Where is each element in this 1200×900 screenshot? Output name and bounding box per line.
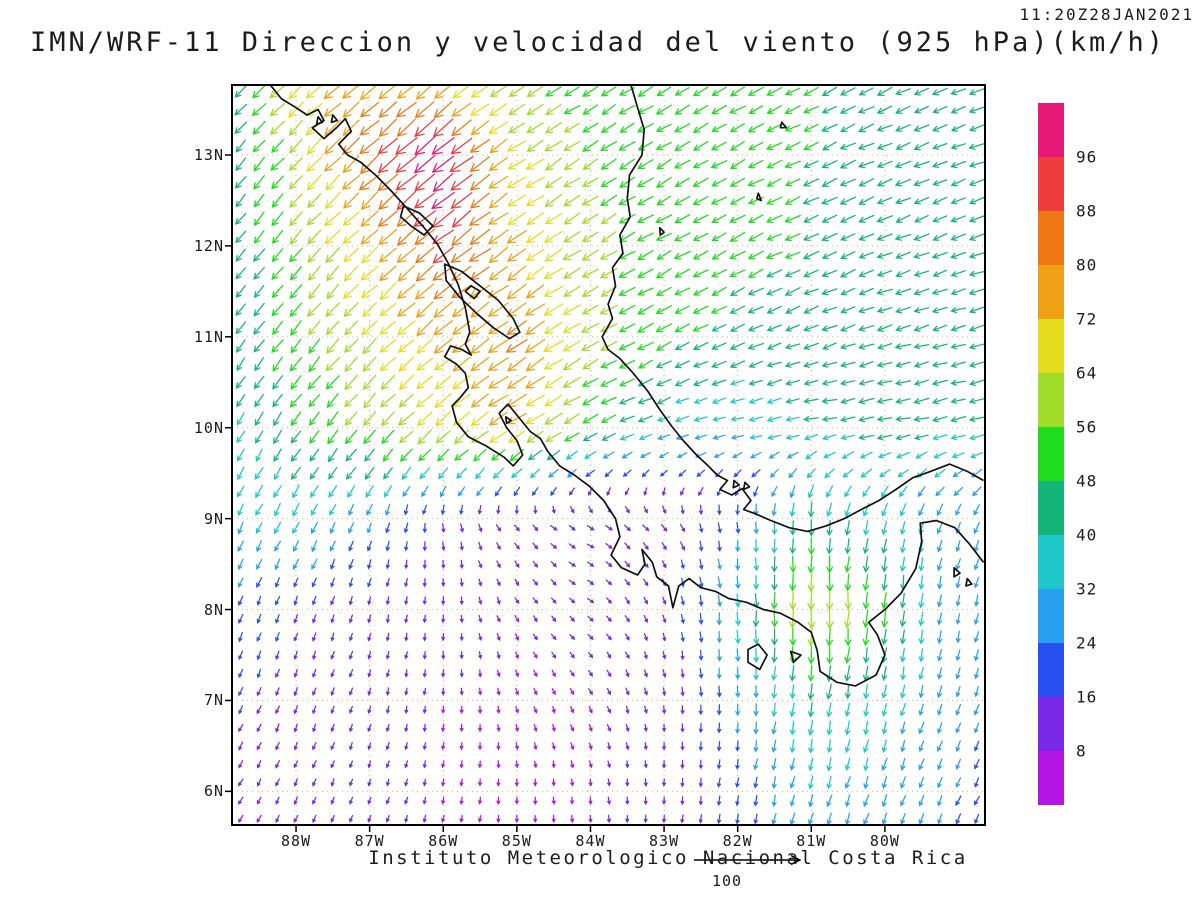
x-tick-label: 87W: [354, 832, 385, 850]
map-frame: [231, 84, 986, 826]
colorbar-segment: [1038, 643, 1064, 697]
reference-vector-label: 100: [711, 872, 743, 890]
x-tick-label: 83W: [649, 832, 680, 850]
wind-arrow-set: [251, 85, 889, 682]
colorbar-segment: [1038, 427, 1064, 481]
wind-arrow-set: [237, 487, 704, 824]
colorbar-tick-label: 56: [1076, 417, 1098, 437]
colorbar-segment: [1038, 157, 1064, 211]
coastline: [269, 85, 985, 687]
colorbar-segment: [1038, 535, 1064, 589]
y-tick-label: 13N: [193, 146, 224, 164]
y-tick-label: 10N: [193, 418, 224, 437]
colorbar-tick-label: 88: [1076, 201, 1098, 221]
colorbar-tick-label: 24: [1076, 633, 1098, 653]
wind-arrow-set: [323, 85, 546, 426]
colorbar: 96 88 80 72 64 56 48 40 32 24 16 8: [1038, 103, 1148, 805]
colorbar-tick-label: 40: [1076, 525, 1098, 545]
colorbar-tick-label: 16: [1076, 687, 1098, 707]
colorbar-segment: [1038, 265, 1064, 319]
y-tick-label: 8N: [203, 600, 224, 619]
wind-arrow-set: [342, 100, 528, 353]
x-tick-label: 80W: [869, 832, 900, 850]
y-tick-label: 7N: [203, 691, 224, 710]
chart-timestamp: 11:20Z28JAN2021: [1019, 5, 1194, 24]
axis-ticks: [225, 154, 886, 832]
footer-caption: Instituto Meteorologico Nacional Costa R…: [368, 847, 968, 869]
colorbar-segment: [1038, 751, 1064, 805]
y-tick-label: 9N: [203, 509, 224, 528]
colorbar-segment: [1038, 697, 1064, 751]
wind-arrows: [234, 85, 985, 825]
y-tick-label: 12N: [193, 236, 224, 255]
x-tick-label: 82W: [722, 832, 753, 850]
x-tick-label: 84W: [575, 832, 606, 850]
wind-arrow-set: [236, 379, 985, 790]
y-tick-label: 6N: [203, 782, 224, 801]
wind-arrow-set: [441, 615, 593, 824]
wind-arrow-set: [377, 118, 474, 264]
wind-arrow-set: [237, 469, 980, 825]
colorbar-tick-label: 8: [1076, 741, 1087, 761]
colorbar-tick-label: 64: [1076, 363, 1098, 383]
colorbar-tick-label: 48: [1076, 471, 1098, 491]
colorbar-segment: [1038, 319, 1064, 373]
colorbar-segment: [1038, 103, 1064, 157]
colorbar-tick-label: 80: [1076, 255, 1098, 275]
colorbar-segment: [1038, 211, 1064, 265]
y-tick-label: 11N: [193, 327, 224, 346]
x-tick-label: 81W: [796, 832, 827, 850]
colorbar-segments: [1038, 103, 1064, 805]
wind-arrow-set: [234, 85, 985, 718]
x-tick-label: 88W: [280, 832, 312, 850]
colorbar-segment: [1038, 589, 1064, 643]
x-tick-label: 85W: [501, 832, 532, 850]
colorbar-tick-label: 96: [1076, 147, 1098, 167]
colorbar-segment: [1038, 373, 1064, 427]
x-tick-label: 86W: [428, 832, 459, 850]
colorbar-tick-label: 72: [1076, 309, 1098, 329]
reference-vector-arrow: [694, 854, 802, 866]
colorbar-segment: [1038, 481, 1064, 535]
colorbar-tick-label: 32: [1076, 579, 1098, 599]
wind-arrow-set: [413, 136, 455, 210]
wind-arrow-set: [269, 85, 852, 647]
wind-arrow-set: [288, 85, 582, 444]
chart-title: IMN/WRF-11 Direccion y velocidad del vie…: [30, 27, 1167, 58]
